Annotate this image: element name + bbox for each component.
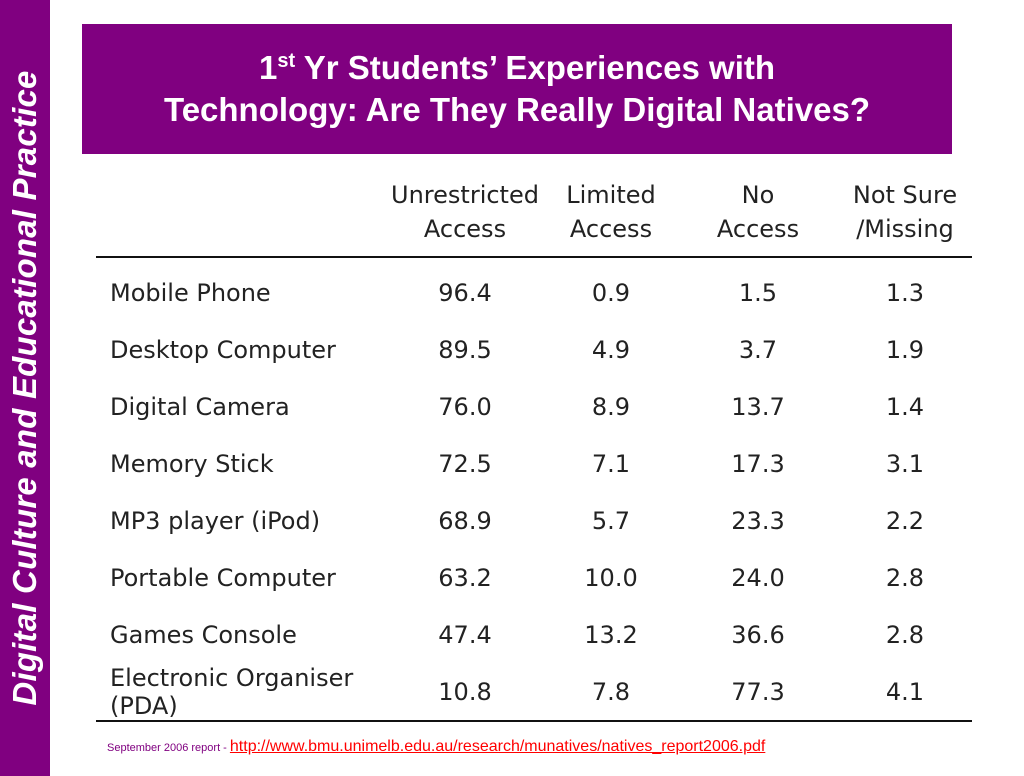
cell-limited: 8.9 xyxy=(591,392,631,421)
cell-no-access: 36.6 xyxy=(731,620,785,649)
table-header-row: Unrestricted Access Limited Access No Ac… xyxy=(96,168,972,258)
row-label: Desktop Computer xyxy=(110,335,336,364)
sidebar-banner: Digital Culture and Educational Practice xyxy=(0,0,50,776)
table-row: Digital Camera 76.0 8.9 13.7 1.4 xyxy=(96,378,972,435)
cell-unrestricted: 47.4 xyxy=(438,620,492,649)
report-link[interactable]: http://www.bmu.unimelb.edu.au/research/m… xyxy=(229,738,766,755)
header-line: No xyxy=(741,181,775,209)
table-row: MP3 player (iPod) 68.9 5.7 23.3 2.2 xyxy=(96,492,972,549)
title-ordinal: 1 xyxy=(258,49,278,86)
cell-limited: 5.7 xyxy=(591,506,631,535)
cell-not-sure: 1.9 xyxy=(885,335,925,364)
cell-limited: 7.8 xyxy=(544,663,678,722)
header-line: Access xyxy=(569,215,653,243)
cell-unrestricted: 96.4 xyxy=(438,278,492,307)
cell-limited: 10.0 xyxy=(584,563,638,592)
header-line: Access xyxy=(423,215,507,243)
header-line: Unrestricted xyxy=(391,181,539,209)
cell-not-sure: 1.3 xyxy=(885,278,925,307)
cell-unrestricted: 89.5 xyxy=(438,335,492,364)
row-label: Electronic Organiser (PDA) xyxy=(96,663,386,722)
table-row: Electronic Organiser (PDA) 10.8 7.8 77.3… xyxy=(96,663,972,722)
cell-not-sure: 3.1 xyxy=(885,449,925,478)
header-limited-access: Limited Access xyxy=(544,168,678,258)
header-line: Access xyxy=(716,215,800,243)
title-banner: 1st Yr Students’ Experiences with Techno… xyxy=(82,24,952,154)
footer-citation: September 2006 report - http://www.bmu.u… xyxy=(107,738,765,756)
row-label: Mobile Phone xyxy=(110,278,271,307)
cell-unrestricted: 10.8 xyxy=(386,663,544,722)
header-no-access: No Access xyxy=(678,168,838,258)
cell-no-access: 23.3 xyxy=(731,506,785,535)
table-row: Mobile Phone 96.4 0.9 1.5 1.3 xyxy=(96,257,972,321)
cell-no-access: 24.0 xyxy=(731,563,785,592)
cell-unrestricted: 72.5 xyxy=(438,449,492,478)
title-ordinal-suffix: st xyxy=(277,50,296,72)
cell-not-sure: 2.8 xyxy=(885,563,925,592)
row-label: Memory Stick xyxy=(110,449,274,478)
header-device xyxy=(96,168,386,258)
cell-limited: 7.1 xyxy=(591,449,631,478)
cell-no-access: 3.7 xyxy=(738,335,778,364)
cell-not-sure: 2.2 xyxy=(885,506,925,535)
cell-not-sure: 2.8 xyxy=(885,620,925,649)
access-table-container: Unrestricted Access Limited Access No Ac… xyxy=(96,168,972,722)
title-line-1-text: Yr Students’ Experiences with xyxy=(295,49,776,86)
cell-no-access: 17.3 xyxy=(731,449,785,478)
footer-source-text: September 2006 report - xyxy=(107,742,230,754)
cell-limited: 0.9 xyxy=(591,278,631,307)
cell-not-sure: 1.4 xyxy=(885,392,925,421)
row-label: Portable Computer xyxy=(110,563,336,592)
access-table: Unrestricted Access Limited Access No Ac… xyxy=(96,168,972,722)
cell-unrestricted: 63.2 xyxy=(438,563,492,592)
cell-no-access: 13.7 xyxy=(731,392,785,421)
cell-unrestricted: 68.9 xyxy=(438,506,492,535)
sidebar-title: Digital Culture and Educational Practice xyxy=(6,70,43,706)
cell-no-access: 1.5 xyxy=(738,278,778,307)
header-line: Not Sure xyxy=(852,181,958,209)
cell-limited: 4.9 xyxy=(591,335,631,364)
cell-limited: 13.2 xyxy=(584,620,638,649)
header-line: /Missing xyxy=(856,215,954,243)
cell-unrestricted: 76.0 xyxy=(438,392,492,421)
cell-no-access: 77.3 xyxy=(678,663,838,722)
header-line: Limited xyxy=(566,181,656,209)
cell-not-sure: 4.1 xyxy=(838,663,972,722)
title-line-2: Technology: Are They Really Digital Nati… xyxy=(163,91,870,128)
table-row: Memory Stick 72.5 7.1 17.3 3.1 xyxy=(96,435,972,492)
table-row: Games Console 47.4 13.2 36.6 2.8 xyxy=(96,606,972,663)
header-not-sure-missing: Not Sure /Missing xyxy=(838,168,972,258)
table-row: Desktop Computer 89.5 4.9 3.7 1.9 xyxy=(96,321,972,378)
title-line-1: 1st Yr Students’ Experiences with xyxy=(259,47,775,89)
row-label: Games Console xyxy=(110,620,297,649)
header-unrestricted-access: Unrestricted Access xyxy=(386,168,544,258)
table-row: Portable Computer 63.2 10.0 24.0 2.8 xyxy=(96,549,972,606)
row-label: MP3 player (iPod) xyxy=(110,506,321,535)
row-label: Digital Camera xyxy=(110,392,290,421)
